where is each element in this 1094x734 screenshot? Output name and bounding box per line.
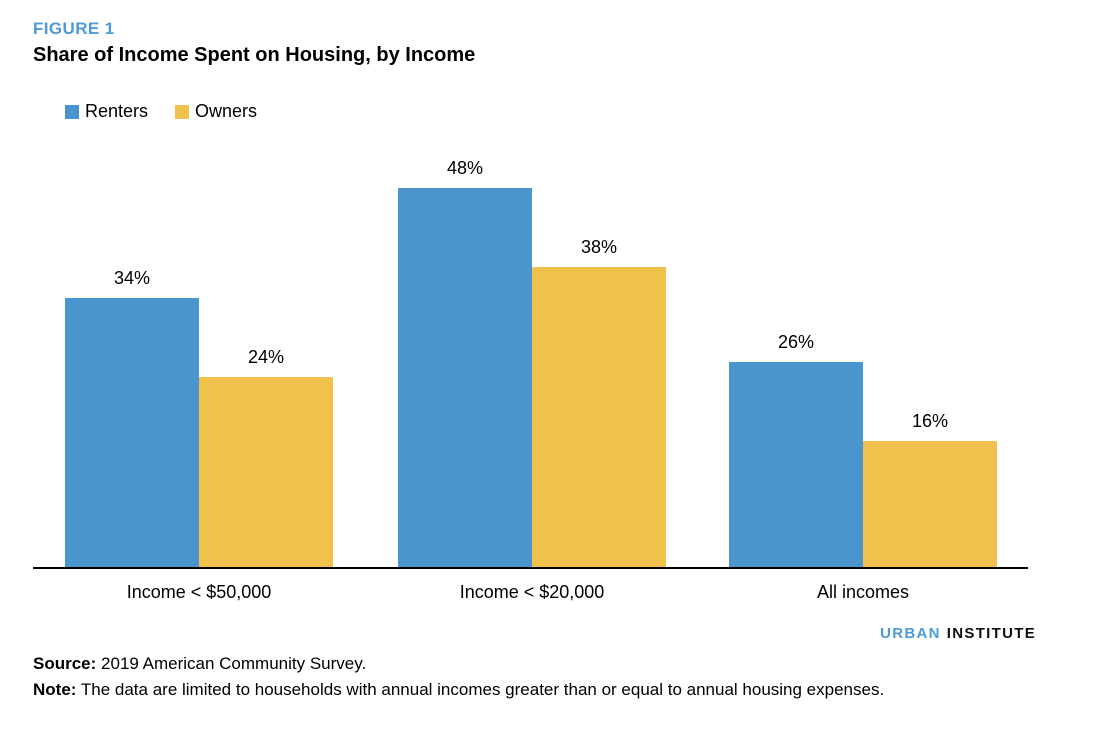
urban-institute-logo: URBAN INSTITUTE	[700, 625, 1036, 642]
category-label-1: Income < $20,000	[459, 582, 605, 602]
logo-institute-text: INSTITUTE	[946, 625, 1036, 642]
logo-urban-text: URBAN	[880, 625, 941, 642]
source-label: Source:	[33, 654, 97, 673]
bar-value-label: 24%	[247, 347, 285, 367]
bar-renters-0	[65, 298, 199, 567]
bar-value-label: 38%	[580, 237, 618, 257]
legend-item-owners: Owners	[175, 101, 257, 122]
legend-label: Owners	[195, 101, 258, 121]
category-label-0: Income < $50,000	[126, 582, 272, 602]
bar-value-label: 26%	[777, 332, 815, 352]
source-text: 2019 American Community Survey.	[101, 654, 367, 673]
legend-label: Renters	[85, 101, 149, 121]
bar-owners-1	[532, 267, 666, 567]
figure-label: FIGURE 1	[33, 19, 115, 38]
bar-value-label: 16%	[911, 411, 949, 431]
bar-owners-2	[863, 441, 997, 567]
note-line: Note: The data are limited to households…	[33, 680, 884, 700]
legend: Renters Owners	[65, 101, 257, 122]
note-text: The data are limited to households with …	[80, 680, 885, 699]
bar-value-label: 34%	[113, 268, 151, 288]
legend-swatch-icon	[65, 104, 79, 119]
x-axis-line	[33, 567, 1028, 569]
bar-value-label: 48%	[446, 158, 484, 178]
bar-owners-0	[199, 377, 333, 567]
bar-renters-2	[729, 362, 863, 567]
chart-title: Share of Income Spent on Housing, by Inc…	[33, 44, 476, 66]
legend-item-renters: Renters	[65, 101, 148, 122]
source-line: Source: 2019 American Community Survey.	[33, 654, 366, 674]
legend-swatch-icon	[175, 104, 190, 119]
note-label: Note:	[33, 680, 77, 699]
category-label-2: All incomes	[816, 582, 910, 602]
bar-renters-1	[398, 188, 532, 567]
